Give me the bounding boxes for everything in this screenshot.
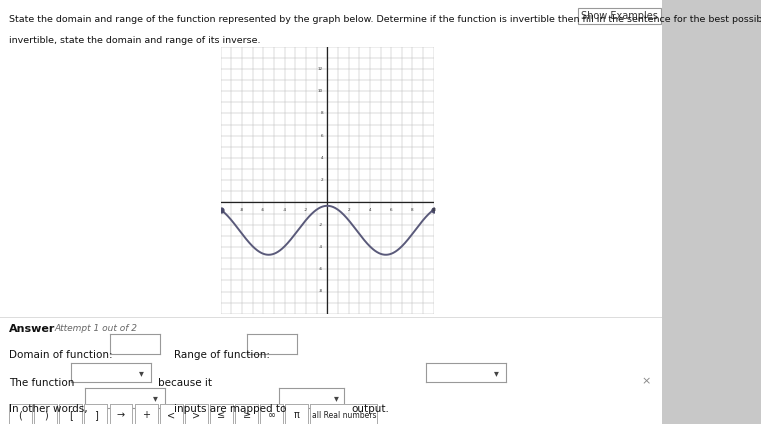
Text: ≥: ≥: [243, 410, 250, 420]
Text: -2: -2: [319, 223, 323, 227]
Text: Attempt 1 out of 2: Attempt 1 out of 2: [55, 324, 138, 333]
Text: inputs are mapped to: inputs are mapped to: [174, 404, 286, 414]
Text: ▾: ▾: [153, 393, 158, 403]
Text: ): ): [44, 410, 47, 420]
Text: ≤: ≤: [218, 410, 225, 420]
Text: -8: -8: [240, 208, 244, 212]
Text: [: [: [68, 410, 73, 420]
Text: ▾: ▾: [139, 368, 144, 378]
Text: all Real numbers: all Real numbers: [312, 410, 376, 420]
Text: ▾: ▾: [494, 368, 499, 378]
Text: -4: -4: [282, 208, 287, 212]
Text: Answer: Answer: [9, 324, 56, 335]
Text: →: →: [117, 410, 125, 420]
Text: -4: -4: [319, 245, 323, 249]
Text: State the domain and range of the function represented by the graph below. Deter: State the domain and range of the functi…: [9, 15, 761, 24]
Text: -6: -6: [261, 208, 266, 212]
Text: 8: 8: [320, 112, 323, 115]
Text: ×: ×: [642, 376, 651, 386]
Text: π: π: [294, 410, 300, 420]
Text: 12: 12: [318, 67, 323, 71]
Text: 6: 6: [320, 134, 323, 138]
Text: invertible, state the domain and range of its inverse.: invertible, state the domain and range o…: [9, 36, 260, 45]
Text: -6: -6: [319, 267, 323, 271]
Text: 4: 4: [368, 208, 371, 212]
Text: -2: -2: [304, 208, 308, 212]
Text: (: (: [18, 410, 23, 420]
Text: The function: The function: [9, 378, 75, 388]
Text: 10: 10: [431, 208, 436, 212]
Text: 6: 6: [390, 208, 393, 212]
Text: -8: -8: [319, 290, 323, 293]
Text: 10: 10: [318, 89, 323, 93]
Text: >: >: [193, 410, 200, 420]
Text: 2: 2: [347, 208, 350, 212]
Text: 4: 4: [320, 156, 323, 160]
Text: output.: output.: [352, 404, 390, 414]
Text: ▾: ▾: [334, 393, 339, 403]
Text: <: <: [167, 410, 175, 420]
Text: In other words,: In other words,: [9, 404, 88, 414]
Text: 8: 8: [411, 208, 414, 212]
Text: +: +: [142, 410, 150, 420]
Text: ]: ]: [94, 410, 98, 420]
Text: Show Examples: Show Examples: [581, 11, 658, 21]
Text: Domain of function:: Domain of function:: [9, 350, 113, 360]
Text: Range of function:: Range of function:: [174, 350, 269, 360]
Text: 2: 2: [320, 178, 323, 182]
Text: because it: because it: [158, 378, 212, 388]
Text: ∞: ∞: [268, 410, 275, 420]
